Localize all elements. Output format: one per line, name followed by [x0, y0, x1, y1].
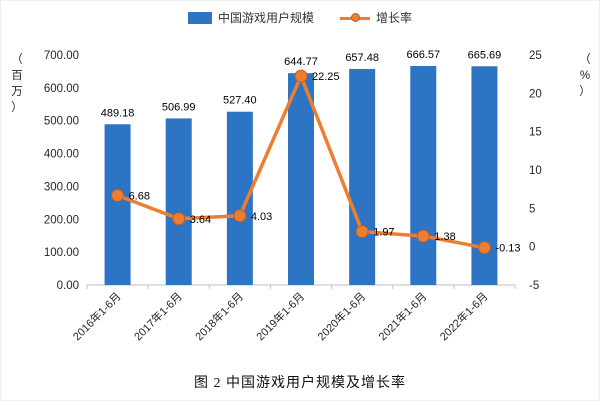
- line-marker: [355, 225, 369, 239]
- bar-value-label: 489.18: [101, 107, 135, 119]
- left-axis-unit-char: 百: [11, 70, 23, 82]
- line-value-label: -0.13: [495, 243, 520, 255]
- right-axis-unit-char: ）: [579, 85, 591, 98]
- x-axis-tick-label: 2021年1-6月: [375, 289, 429, 343]
- bar: [410, 65, 437, 285]
- line-marker: [477, 241, 491, 255]
- bar-value-label: 666.57: [406, 49, 440, 61]
- bar: [104, 124, 131, 285]
- line-value-label: 4.03: [251, 211, 272, 223]
- legend-item-growth-rate: 增长率: [340, 9, 412, 26]
- line-value-label: 22.25: [312, 71, 340, 83]
- line-value-label: 1.97: [373, 227, 394, 239]
- right-axis-tick-label: 25: [529, 50, 542, 62]
- left-axis-unit-char: 万: [11, 86, 23, 98]
- x-axis-tick-label: 2022年1-6月: [437, 289, 491, 343]
- legend-label-growth-rate: 增长率: [376, 11, 413, 25]
- x-axis-tick-label: 2016年1-6月: [70, 289, 124, 343]
- left-axis-tick-label: 200.00: [44, 214, 79, 226]
- line-marker: [111, 188, 125, 202]
- bar-value-label: 657.48: [345, 52, 379, 64]
- line-marker: [416, 229, 430, 243]
- line-value-label: 6.68: [129, 190, 150, 202]
- bar-value-label: 665.69: [468, 49, 502, 61]
- bar-swatch-icon: [187, 11, 212, 24]
- line-marker: [233, 209, 247, 223]
- left-axis-tick-label: 400.00: [44, 149, 79, 161]
- bar: [165, 118, 192, 285]
- right-axis-tick-label: 0: [529, 242, 535, 254]
- line-marker-swatch-icon: [340, 12, 370, 24]
- right-axis-unit-char: （: [579, 53, 591, 66]
- right-axis-tick-label: 15: [529, 127, 542, 139]
- legend-label-user-scale: 中国游戏用户规模: [217, 11, 314, 25]
- left-axis-tick-label: 100.00: [44, 247, 79, 259]
- right-axis-unit-char: %: [580, 70, 590, 82]
- figure-caption: 图 2 中国游戏用户规模及增长率: [194, 376, 406, 391]
- line-value-label: 3.64: [190, 214, 211, 226]
- right-axis-tick-label: 10: [529, 165, 542, 177]
- line-value-label: 1.38: [434, 231, 455, 243]
- left-axis-tick-label: 700.00: [44, 50, 79, 62]
- left-axis-tick-label: 600.00: [44, 83, 79, 95]
- x-axis-tick-label: 2017年1-6月: [131, 289, 185, 343]
- x-axis-tick-label: 2020年1-6月: [314, 289, 368, 343]
- bar-value-label: 644.77: [284, 56, 318, 68]
- bar-value-label: 506.99: [162, 101, 196, 113]
- legend-item-user-scale: 中国游戏用户规模: [187, 9, 314, 26]
- left-axis-unit-char: （: [11, 53, 23, 66]
- chart-legend: 中国游戏用户规模 增长率: [187, 9, 412, 26]
- x-axis-tick-label: 2019年1-6月: [253, 289, 307, 343]
- bar: [288, 73, 314, 285]
- right-axis-tick-label: -5: [529, 280, 539, 292]
- left-axis-tick-label: 0.00: [57, 280, 79, 292]
- left-axis-tick-label: 500.00: [44, 116, 79, 128]
- line-marker: [172, 212, 186, 226]
- bar: [349, 68, 376, 285]
- left-axis-unit-char: ）: [11, 101, 23, 114]
- bar-value-label: 527.40: [223, 95, 257, 107]
- line-marker: [294, 69, 308, 83]
- x-axis-tick-label: 2018年1-6月: [192, 289, 246, 343]
- right-axis-tick-label: 5: [529, 203, 535, 215]
- combo-chart: 0.00 100.00 200.00 300.00 400.00 500.00 600.00…: [11, 49, 591, 343]
- right-axis-tick-label: 20: [529, 88, 542, 100]
- left-axis-tick-label: 300.00: [44, 181, 79, 193]
